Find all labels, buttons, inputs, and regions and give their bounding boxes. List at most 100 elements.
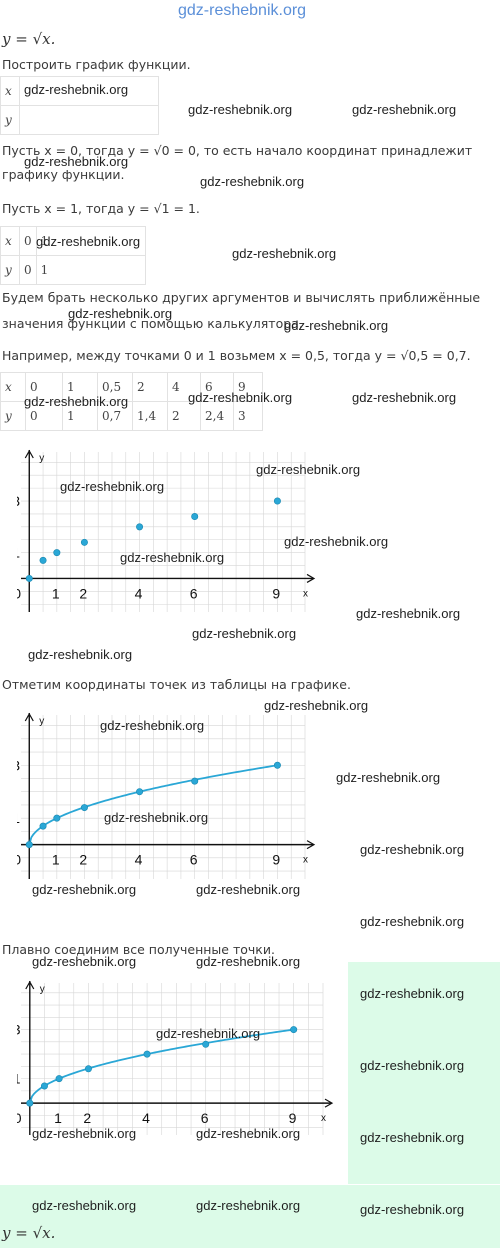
- table2-cell: y: [0, 255, 20, 285]
- watermark: gdz-reshebnik.org: [360, 842, 465, 857]
- formula-top: y = √x.: [2, 30, 56, 48]
- watermark: gdz-reshebnik.org: [352, 390, 457, 405]
- table3-cell: 0: [25, 401, 63, 431]
- watermark: gdz-reshebnik.org: [360, 1202, 465, 1217]
- x-tick-label: 0: [17, 852, 21, 868]
- watermark: gdz-reshebnik.org: [232, 246, 337, 261]
- x-tick-label: 9: [289, 1110, 297, 1126]
- x-tick-label: 0: [17, 1110, 22, 1126]
- data-point: [273, 761, 281, 769]
- watermark: gdz-reshebnik.org: [156, 1026, 261, 1041]
- watermark: gdz-reshebnik.org: [24, 394, 129, 409]
- step3-line2: значения функции с помощью калькулятора.: [2, 316, 303, 331]
- x-tick-label: 4: [142, 1110, 150, 1126]
- sqrt-curve: [28, 1028, 294, 1104]
- y-tick-label: 3: [17, 1022, 21, 1038]
- watermark: gdz-reshebnik.org: [24, 82, 129, 97]
- data-point: [53, 814, 61, 822]
- table1-cell: [19, 105, 159, 135]
- header-watermark: gdz-reshebnik.org: [178, 2, 307, 19]
- watermark: gdz-reshebnik.org: [32, 954, 137, 969]
- watermark: gdz-reshebnik.org: [192, 626, 297, 641]
- watermark: gdz-reshebnik.org: [196, 882, 301, 897]
- table3-cell: 0: [25, 372, 63, 402]
- data-point: [25, 841, 33, 849]
- watermark: gdz-reshebnik.org: [196, 1198, 301, 1213]
- y-tick-label: 3: [17, 493, 20, 509]
- watermark: gdz-reshebnik.org: [188, 390, 293, 405]
- table3-cell: 6: [200, 372, 234, 402]
- x-tick-label: 6: [190, 852, 198, 868]
- data-point: [143, 1050, 151, 1058]
- x-tick-label: 1: [54, 1110, 62, 1126]
- data-point: [39, 556, 47, 564]
- watermark: gdz-reshebnik.org: [200, 174, 305, 189]
- x-tick-label: 1: [52, 585, 60, 601]
- table2-cell: 1: [35, 255, 146, 285]
- table3-cell: 2: [132, 372, 168, 402]
- watermark: gdz-reshebnik.org: [196, 1126, 301, 1141]
- table3-cell: 9: [233, 372, 263, 402]
- watermark: gdz-reshebnik.org: [360, 986, 465, 1001]
- y-tick-label: 1: [17, 545, 20, 561]
- data-point: [191, 777, 199, 785]
- data-point: [136, 523, 144, 531]
- y-axis-arrow: [25, 980, 35, 990]
- data-point: [25, 574, 33, 582]
- data-point: [80, 538, 88, 546]
- watermark: gdz-reshebnik.org: [196, 954, 301, 969]
- x-axis-label: x: [303, 588, 308, 599]
- watermark: gdz-reshebnik.org: [188, 102, 293, 117]
- data-point: [84, 1065, 92, 1073]
- green-background: [348, 962, 500, 1184]
- table2-cell: 0: [19, 255, 37, 285]
- watermark: gdz-reshebnik.org: [284, 534, 389, 549]
- y-tick-label: 1: [17, 1071, 21, 1087]
- y-axis-arrow: [24, 449, 34, 459]
- watermark: gdz-reshebnik.org: [256, 462, 361, 477]
- watermark: gdz-reshebnik.org: [28, 647, 133, 662]
- watermark: gdz-reshebnik.org: [284, 318, 389, 333]
- data-point: [39, 822, 47, 830]
- y-tick-label: 3: [17, 757, 20, 773]
- watermark: gdz-reshebnik.org: [32, 882, 137, 897]
- table1-cell: x: [0, 76, 20, 106]
- watermark: gdz-reshebnik.org: [100, 718, 205, 733]
- x-axis-arrow: [324, 1098, 334, 1108]
- sqrt-curve: [28, 764, 278, 845]
- table3-cell: y: [0, 401, 26, 431]
- step6-text: Плавно соединим все полученные точки.: [2, 942, 275, 957]
- x-tick-label: 2: [79, 585, 87, 601]
- y-axis-label: y: [39, 453, 44, 464]
- watermark: gdz-reshebnik.org: [60, 479, 165, 494]
- step5-text: Отметим координаты точек из таблицы на г…: [2, 677, 351, 692]
- table3-cell: 2: [167, 401, 201, 431]
- scatter-chart: x y 0 1 2 4 6 9 1 3: [17, 449, 316, 612]
- values-table: x 0 1 0,5 2 4 6 9 y 0 1 0,7 1,4 2 2,4 3: [0, 372, 263, 431]
- watermark: gdz-reshebnik.org: [336, 770, 441, 785]
- table3-cell: 2,4: [200, 401, 234, 431]
- empty-table: x y: [0, 76, 159, 135]
- formula-bottom: y = √x.: [2, 1224, 56, 1242]
- table3-cell: 1,4: [132, 401, 168, 431]
- x-tick-label: 0: [17, 585, 21, 601]
- watermark: gdz-reshebnik.org: [264, 698, 369, 713]
- watermark: gdz-reshebnik.org: [104, 810, 209, 825]
- smooth-curve-chart: x y 0 1 2 4 6 9 1 3: [17, 980, 334, 1135]
- watermark: gdz-reshebnik.org: [32, 1126, 137, 1141]
- x-axis-label: x: [321, 1113, 326, 1124]
- watermark: gdz-reshebnik.org: [32, 1198, 137, 1213]
- step4-text: Например, между точками 0 и 1 возьмем x …: [2, 348, 471, 363]
- watermark: gdz-reshebnik.org: [360, 914, 465, 929]
- x-tick-label: 6: [190, 585, 198, 601]
- table2-cell: 0: [19, 226, 37, 256]
- x-tick-label: 2: [79, 852, 87, 868]
- data-point: [40, 1082, 48, 1090]
- table3-cell: 3: [233, 401, 263, 431]
- x-tick-label: 6: [201, 1110, 209, 1126]
- data-point: [80, 804, 88, 812]
- data-point: [55, 1075, 63, 1083]
- curve-chart: x y 0 1 2 4 6 9 1 3: [17, 712, 316, 879]
- table2-cell: x: [0, 226, 20, 256]
